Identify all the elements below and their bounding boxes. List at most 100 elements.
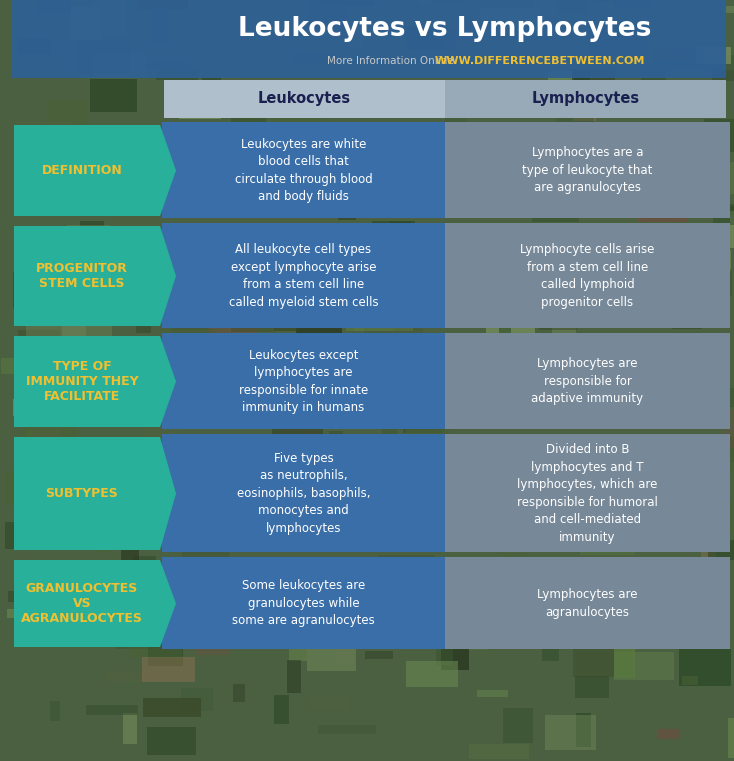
FancyBboxPatch shape [347,27,374,38]
FancyBboxPatch shape [124,40,143,48]
FancyBboxPatch shape [189,158,224,189]
FancyBboxPatch shape [272,394,291,403]
FancyBboxPatch shape [406,661,458,687]
FancyBboxPatch shape [233,684,244,702]
FancyBboxPatch shape [162,435,445,552]
FancyBboxPatch shape [231,324,275,332]
FancyBboxPatch shape [574,71,589,101]
FancyBboxPatch shape [177,174,203,189]
FancyBboxPatch shape [515,252,558,268]
FancyBboxPatch shape [668,578,705,607]
FancyBboxPatch shape [420,384,443,401]
FancyBboxPatch shape [18,330,60,339]
FancyBboxPatch shape [611,603,642,627]
FancyBboxPatch shape [71,7,101,40]
FancyBboxPatch shape [390,221,415,259]
FancyBboxPatch shape [683,285,695,295]
FancyBboxPatch shape [624,478,659,501]
FancyBboxPatch shape [724,388,734,407]
FancyBboxPatch shape [441,632,469,670]
FancyBboxPatch shape [187,246,214,285]
FancyBboxPatch shape [93,132,131,155]
FancyBboxPatch shape [36,289,70,303]
FancyBboxPatch shape [152,8,168,44]
FancyBboxPatch shape [68,224,110,253]
Text: TYPE OF
IMMUNITY THEY
FACILITATE: TYPE OF IMMUNITY THEY FACILITATE [26,360,138,403]
FancyBboxPatch shape [650,37,686,60]
FancyBboxPatch shape [606,516,639,537]
FancyBboxPatch shape [614,645,636,678]
FancyBboxPatch shape [6,471,55,505]
FancyBboxPatch shape [355,154,407,176]
FancyBboxPatch shape [223,72,234,96]
FancyBboxPatch shape [162,333,445,429]
FancyBboxPatch shape [90,78,137,113]
FancyBboxPatch shape [457,85,467,108]
FancyBboxPatch shape [445,79,726,117]
FancyBboxPatch shape [293,52,334,63]
FancyBboxPatch shape [62,301,112,339]
FancyBboxPatch shape [536,165,550,186]
FancyBboxPatch shape [255,86,280,112]
FancyBboxPatch shape [36,468,73,476]
FancyBboxPatch shape [300,282,357,303]
FancyBboxPatch shape [103,232,153,245]
FancyBboxPatch shape [162,224,445,329]
FancyBboxPatch shape [236,279,269,298]
FancyBboxPatch shape [603,248,653,268]
FancyBboxPatch shape [310,250,367,289]
FancyBboxPatch shape [568,397,621,427]
FancyBboxPatch shape [82,439,95,468]
Polygon shape [14,336,176,427]
FancyBboxPatch shape [272,113,323,129]
FancyBboxPatch shape [148,598,184,619]
Text: More Information Online: More Information Online [327,56,454,66]
FancyBboxPatch shape [79,58,101,64]
FancyBboxPatch shape [306,483,353,516]
FancyBboxPatch shape [1,358,35,374]
FancyBboxPatch shape [350,360,381,385]
FancyBboxPatch shape [143,698,200,717]
FancyBboxPatch shape [10,558,27,586]
FancyBboxPatch shape [310,697,349,710]
FancyBboxPatch shape [365,314,423,353]
Text: PROGENITOR
STEM CELLS: PROGENITOR STEM CELLS [36,262,128,290]
FancyBboxPatch shape [148,635,184,666]
FancyBboxPatch shape [445,558,730,649]
FancyBboxPatch shape [493,458,543,492]
FancyBboxPatch shape [610,619,629,645]
FancyBboxPatch shape [723,6,734,14]
FancyBboxPatch shape [137,0,189,8]
FancyBboxPatch shape [349,37,363,49]
FancyBboxPatch shape [351,151,406,182]
Text: Divided into B
lymphocytes and T
lymphocytes, which are
responsible for humoral
: Divided into B lymphocytes and T lymphoc… [517,443,658,544]
FancyBboxPatch shape [407,597,429,603]
FancyBboxPatch shape [301,559,352,594]
FancyBboxPatch shape [364,374,374,406]
FancyBboxPatch shape [185,501,233,537]
FancyBboxPatch shape [365,651,393,659]
FancyBboxPatch shape [344,610,363,646]
FancyBboxPatch shape [614,0,652,8]
Text: Lymphocytes: Lymphocytes [531,91,639,106]
FancyBboxPatch shape [123,713,137,743]
FancyBboxPatch shape [477,690,508,697]
FancyBboxPatch shape [445,224,730,329]
FancyBboxPatch shape [694,502,733,532]
FancyBboxPatch shape [37,280,62,308]
FancyBboxPatch shape [539,296,577,330]
FancyBboxPatch shape [730,211,734,247]
FancyBboxPatch shape [143,414,178,449]
FancyBboxPatch shape [106,81,120,92]
FancyBboxPatch shape [236,244,279,264]
FancyBboxPatch shape [607,27,647,55]
FancyBboxPatch shape [531,440,551,465]
FancyBboxPatch shape [479,122,516,149]
FancyBboxPatch shape [604,342,655,351]
FancyBboxPatch shape [278,337,325,368]
FancyBboxPatch shape [568,69,615,103]
FancyBboxPatch shape [588,26,636,55]
FancyBboxPatch shape [567,495,611,524]
FancyBboxPatch shape [274,696,289,724]
FancyBboxPatch shape [120,226,149,253]
